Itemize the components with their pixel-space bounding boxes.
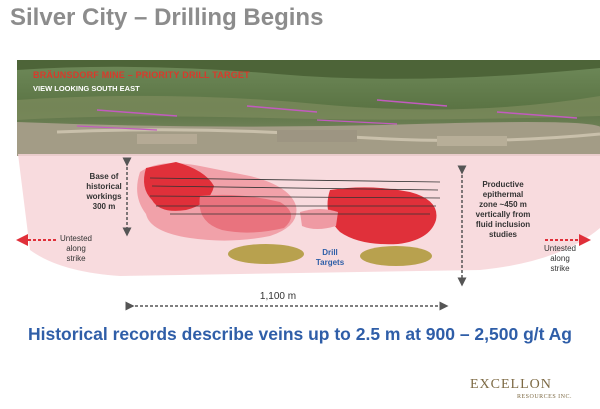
company-logo-tagline: RESOURCES INC. (517, 394, 573, 400)
drill-targets-label: Drill Targets (310, 248, 350, 268)
productive-label-line: vertically from (475, 210, 531, 219)
headline: Historical records describe veins up to … (27, 324, 572, 344)
untested-left-line: along (66, 244, 86, 253)
distance-label: 1,100 m (259, 291, 297, 302)
productive-label-line: epithermal (482, 190, 524, 199)
aerial-image (17, 60, 600, 156)
drill-target-right (360, 246, 432, 266)
historical-vein-lines (149, 177, 441, 215)
productive-label-line: Productive (482, 180, 524, 189)
drill-target-left (228, 244, 304, 264)
untested-left-line: strike (66, 254, 86, 263)
productive-zone-label: Productive epithermal zone ~450 m vertic… (468, 180, 538, 240)
base-label-line: Base of (89, 172, 119, 181)
company-logo: EXCELLON (470, 377, 552, 392)
untested-left-label: Untested along strike (54, 234, 98, 264)
base-label-line: 300 m (92, 202, 116, 211)
drill-label-line: Drill (322, 248, 338, 257)
productive-label-line: studies (488, 230, 517, 239)
drill-label-line: Targets (315, 258, 345, 267)
untested-right-line: Untested (543, 244, 577, 253)
untested-right-line: along (550, 254, 570, 263)
aerial-title: BRÄUNSDORF MINE – PRIORITY DRILL TARGET (33, 70, 250, 80)
slide-title: Silver City – Drilling Begins (10, 4, 324, 31)
base-label-line: workings (86, 192, 122, 201)
aerial-subtitle: VIEW LOOKING SOUTH EAST (33, 84, 140, 93)
untested-left-line: Untested (59, 234, 93, 243)
untested-right-label: Untested along strike (540, 244, 580, 274)
productive-label-line: zone ~450 m (479, 200, 527, 209)
base-workings-label: Base of historical workings 300 m (82, 172, 126, 212)
base-label-line: historical (86, 182, 122, 191)
productive-label-line: fluid inclusion (475, 220, 531, 229)
untested-right-line: strike (550, 264, 570, 273)
